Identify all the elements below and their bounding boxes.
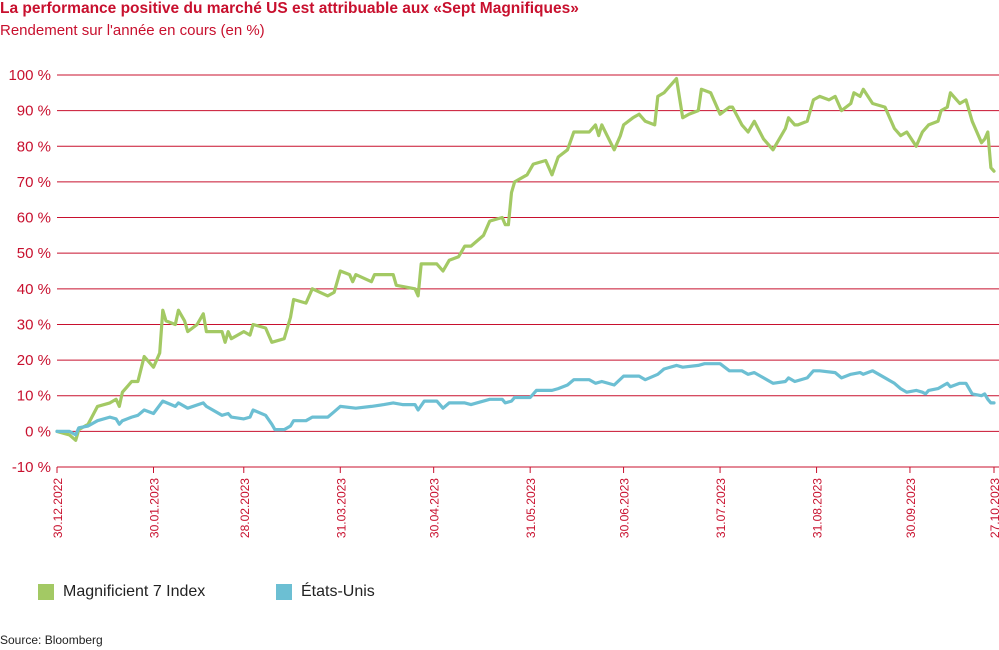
y-tick-label: 20 % bbox=[17, 352, 51, 369]
x-tick-label: 30.04.2023 bbox=[428, 478, 442, 538]
y-tick-label: 70 % bbox=[17, 174, 51, 191]
x-tick-label: 31.05.2023 bbox=[524, 478, 538, 538]
x-tick-label: 31.07.2023 bbox=[714, 478, 728, 538]
y-tick-label: 80 % bbox=[17, 138, 51, 155]
gridlines bbox=[57, 74, 999, 468]
x-tick-label: 31.03.2023 bbox=[334, 478, 348, 538]
y-tick-label: 60 % bbox=[17, 210, 51, 227]
legend-item-magnificent: Magnificient 7 Index bbox=[38, 582, 205, 602]
y-tick-label: 10 % bbox=[17, 388, 51, 405]
legend-label-us: États-Unis bbox=[301, 583, 375, 600]
x-tick-label: 30.12.2022 bbox=[51, 478, 65, 538]
chart-title: La performance positive du marché US est… bbox=[0, 0, 579, 17]
legend-swatch-us bbox=[276, 584, 292, 600]
legend-item-us: États-Unis bbox=[276, 582, 375, 602]
y-axis-ticks: -10 % 0 % 10 % 20 % 30 % 40 % 50 % 60 % 70 % 80 %… bbox=[8, 67, 51, 476]
x-tick-label: 28.02.2023 bbox=[238, 478, 252, 538]
y-tick-label: -10 % bbox=[12, 459, 51, 476]
x-tick-label: 30.09.2023 bbox=[904, 478, 918, 538]
source-note: Source: Bloomberg bbox=[0, 633, 103, 647]
y-tick-label: 90 % bbox=[17, 103, 51, 120]
x-axis-ticks: 30.12.2022 30.01.2023 28.02.2023 31.03.2023… bbox=[51, 467, 999, 538]
series-line-etats-unis bbox=[55, 362, 996, 437]
chart-subtitle: Rendement sur l'année en cours (en %) bbox=[0, 22, 265, 39]
y-tick-label: 40 % bbox=[17, 281, 51, 298]
legend-swatch-magnificent bbox=[38, 584, 54, 600]
x-tick-label: 30.06.2023 bbox=[618, 478, 632, 538]
x-tick-label: 30.01.2023 bbox=[148, 478, 162, 538]
series-line-magnificent-7 bbox=[55, 76, 996, 442]
legend-label-magnificent: Magnificient 7 Index bbox=[63, 583, 206, 600]
y-tick-label: 30 % bbox=[17, 316, 51, 333]
x-tick-label: 31.08.2023 bbox=[811, 478, 825, 538]
y-tick-label: 50 % bbox=[17, 245, 51, 262]
y-tick-label: 100 % bbox=[8, 67, 51, 84]
y-tick-label: 0 % bbox=[25, 423, 51, 440]
x-tick-label: 27.10.2023 bbox=[988, 478, 999, 538]
series-lines bbox=[55, 76, 996, 442]
